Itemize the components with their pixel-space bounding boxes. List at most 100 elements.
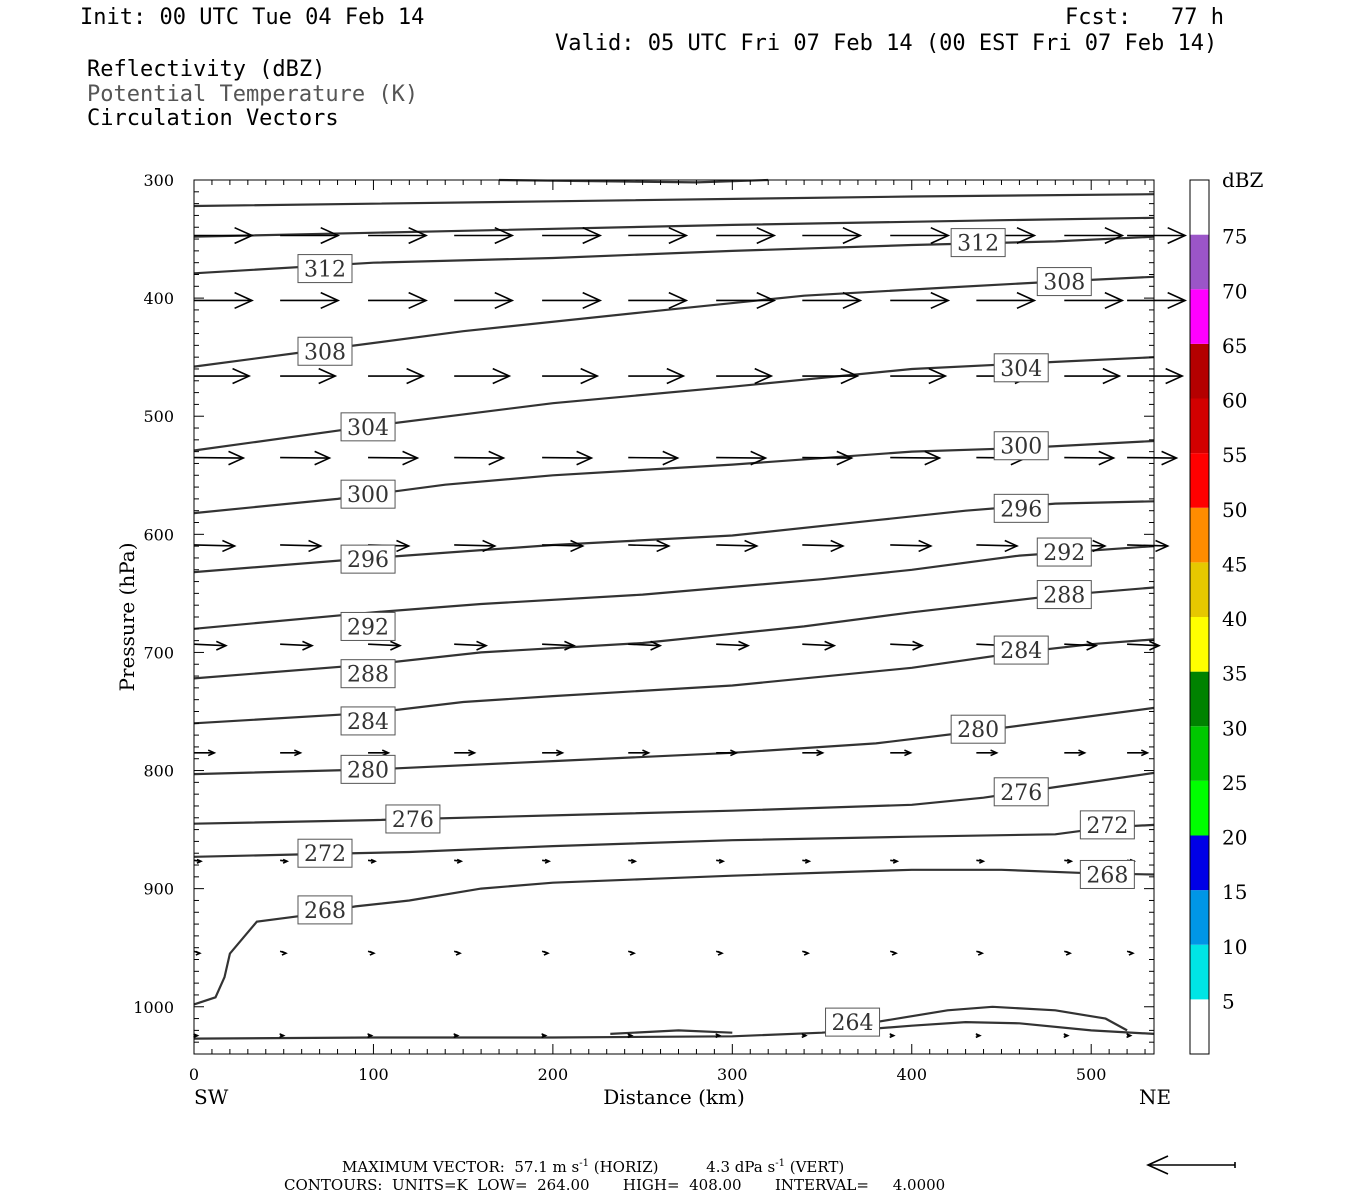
vector-head — [1155, 539, 1170, 553]
vector-arrow — [368, 226, 429, 245]
contour-label-box — [993, 777, 1049, 807]
vector-arrow — [1064, 858, 1074, 864]
vector-head — [576, 450, 594, 466]
vector-head — [1165, 367, 1185, 385]
vector-arrow — [627, 950, 636, 956]
vector-arrow — [193, 539, 237, 553]
vector-shaft — [454, 544, 495, 547]
y-tick-label: 300 — [143, 171, 174, 190]
vector-head — [1167, 291, 1188, 310]
contour-label-text: 264 — [832, 1011, 874, 1036]
colorbar-segment — [1190, 999, 1209, 1054]
vector-arrow — [802, 858, 812, 864]
vector-arrow — [279, 950, 288, 956]
y-tick-label: 400 — [143, 289, 174, 308]
vector-arrow — [628, 226, 689, 245]
vector-arrow — [716, 858, 726, 864]
vector-arrow — [454, 640, 489, 651]
colorbar-frame — [1189, 179, 1210, 1055]
contour-label-text: 268 — [1086, 863, 1128, 888]
vector-head — [840, 367, 860, 385]
vector-head — [408, 291, 429, 310]
contour-label-box — [950, 714, 1006, 744]
contour-320-16 — [193, 193, 1155, 208]
contour-label-text: 272 — [1086, 814, 1128, 839]
vector-head — [1140, 749, 1150, 757]
vector-head — [555, 749, 565, 757]
vector-head — [381, 749, 391, 757]
vector-head — [1065, 950, 1073, 956]
vector-head — [1126, 1033, 1133, 1039]
colorbar-segment — [1190, 671, 1209, 727]
vector-arrow — [976, 749, 999, 757]
contour-label-292: 292 — [340, 611, 396, 641]
contour-label-292: 292 — [1036, 537, 1092, 567]
vector-arrow — [890, 367, 948, 385]
vector-head — [390, 640, 402, 651]
colorbar-segment — [1190, 289, 1209, 344]
vector-head — [975, 1033, 982, 1039]
vector-arrow — [716, 749, 739, 757]
contour-label-text: 280 — [957, 718, 999, 743]
vector-head — [367, 1033, 374, 1039]
vector-head — [756, 226, 777, 245]
y-tick-label: 500 — [143, 407, 174, 426]
contour-label-box — [340, 544, 396, 574]
vector-head — [978, 858, 986, 864]
vector-head — [369, 950, 376, 956]
valid-time: Valid: 05 UTC Fri 07 Feb 14 (00 EST Fri … — [555, 31, 1218, 56]
contour-label-text: 300 — [1000, 435, 1042, 460]
vector-head — [930, 226, 951, 245]
contour-label-280: 280 — [950, 714, 1006, 744]
vector-head — [891, 950, 898, 956]
vector-head — [801, 1033, 808, 1039]
max-vector-mid: (HORIZ) 4.3 dPa s — [588, 1158, 776, 1176]
colorbar-level-label: 70 — [1222, 279, 1247, 303]
vector-head — [370, 858, 377, 864]
vector-arrow — [716, 367, 774, 385]
vector-arrow — [716, 640, 751, 651]
vector-arrow — [802, 367, 860, 385]
vector-shaft — [628, 456, 678, 459]
vector-head — [1078, 749, 1087, 757]
contour-label-text: 296 — [1000, 497, 1042, 522]
contour-label-text: 304 — [347, 416, 389, 441]
vector-shaft — [802, 643, 835, 647]
contour-label-box — [340, 611, 396, 641]
vector-head — [668, 226, 689, 245]
vector-head — [1086, 640, 1099, 651]
vector-arrow — [1064, 640, 1099, 651]
contour-label-304: 304 — [993, 353, 1049, 383]
vector-arrow — [368, 367, 426, 385]
vector-head — [406, 367, 426, 385]
vector-arrow — [716, 291, 777, 310]
vector-arrow — [541, 858, 552, 864]
contour-label-text: 288 — [1043, 584, 1085, 609]
vector-head — [1104, 291, 1125, 310]
vector-head — [195, 950, 202, 956]
colorbar-segment — [1190, 180, 1209, 235]
vector-head — [320, 291, 341, 310]
vector-arrow — [368, 749, 391, 757]
vector-head — [570, 539, 585, 553]
vector-head — [717, 950, 724, 956]
vector-arrow — [280, 291, 341, 310]
vector-arrow — [716, 450, 768, 466]
vector-arrow — [194, 749, 217, 757]
vector-arrow — [454, 749, 477, 757]
vector-arrow — [453, 1033, 460, 1039]
colorbar-segment — [1190, 453, 1209, 508]
contour-label-box — [385, 804, 441, 834]
vector-shaft — [368, 643, 400, 647]
contour-264-1 — [610, 1029, 733, 1035]
vector-arrow — [193, 450, 246, 466]
contour-label-text: 296 — [347, 548, 389, 573]
vector-arrow — [542, 640, 576, 651]
vector-arrow — [454, 367, 512, 385]
field-potential-temperature: Potential Temperature (K) — [87, 82, 419, 107]
vector-shaft — [193, 456, 244, 459]
colorbar-level-label: 60 — [1222, 389, 1247, 413]
vector-head — [842, 226, 863, 245]
vector-head — [842, 291, 863, 310]
vector-arrow — [801, 1033, 808, 1039]
